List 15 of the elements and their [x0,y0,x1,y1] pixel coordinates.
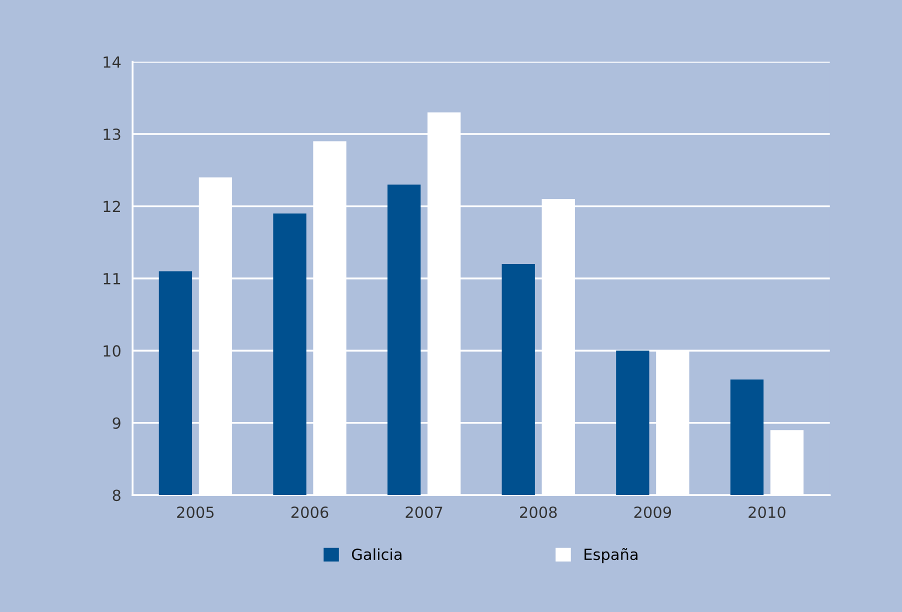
y-tick-label: 14 [104,56,121,68]
legend-label: España [584,548,638,564]
y-tick-label: 10 [104,345,120,357]
y-tick-label: 8 [112,490,120,502]
x-tick-label: 2005 [177,506,214,518]
y-tick-label: 9 [112,417,120,429]
x-tick-label: 2007 [406,506,442,518]
x-tick-label: 2009 [634,506,672,518]
y-tick-label: 11 [104,273,120,284]
x-tick-label: 2008 [520,506,557,518]
legend-label: Galicia [352,548,402,560]
y-tick-label: 12 [104,200,120,212]
x-tick-label: 2010 [748,506,786,518]
x-tick-label: 2006 [291,506,328,518]
y-tick-label: 13 [104,128,120,140]
